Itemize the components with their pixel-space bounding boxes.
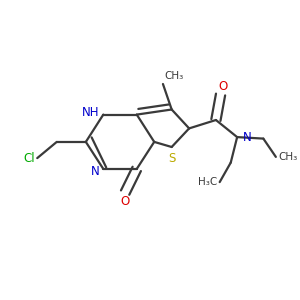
Text: NH: NH [82, 106, 100, 119]
Text: N: N [91, 165, 100, 178]
Text: S: S [168, 152, 176, 165]
Text: CH₃: CH₃ [164, 71, 184, 81]
Text: Cl: Cl [23, 152, 35, 166]
Text: H₃C: H₃C [198, 177, 218, 187]
Text: O: O [219, 80, 228, 94]
Text: CH₃: CH₃ [278, 152, 297, 162]
Text: N: N [242, 130, 251, 144]
Text: O: O [121, 195, 130, 208]
